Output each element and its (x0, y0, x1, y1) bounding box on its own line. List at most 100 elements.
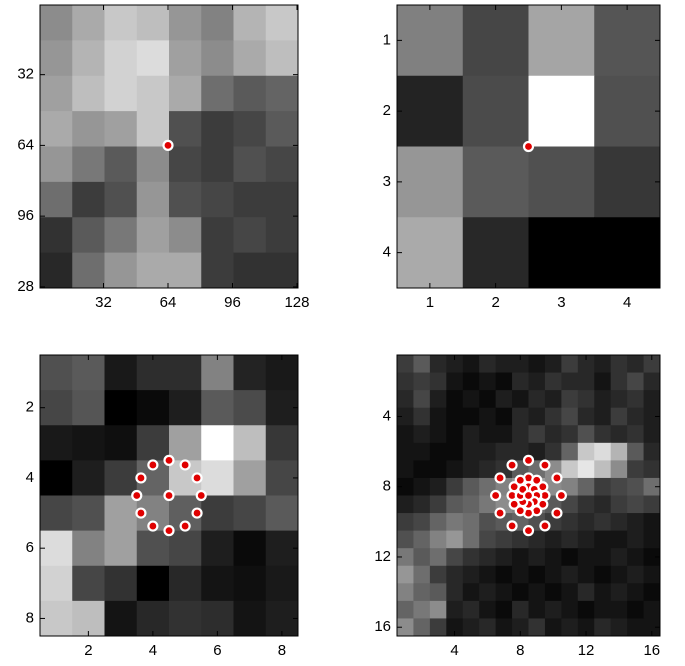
cell (105, 147, 138, 183)
cell (479, 531, 496, 549)
marker (181, 522, 190, 531)
marker (165, 491, 174, 500)
cell (479, 373, 496, 391)
cell (137, 5, 170, 41)
cell (627, 390, 644, 408)
cell (430, 408, 447, 426)
cell (594, 76, 660, 147)
cell (611, 531, 628, 549)
cell (169, 425, 202, 461)
cell (463, 5, 529, 76)
cell (446, 425, 463, 443)
cell (545, 408, 562, 426)
cell (137, 217, 170, 253)
cell (496, 425, 513, 443)
cell (463, 425, 480, 443)
cell (201, 566, 234, 602)
cell (430, 373, 447, 391)
cell (594, 408, 611, 426)
cell (463, 408, 480, 426)
cell (72, 76, 105, 112)
marker (552, 473, 561, 482)
y-tick-label: 8 (383, 478, 391, 495)
cell (578, 496, 595, 514)
marker (524, 491, 533, 500)
cell (266, 496, 299, 532)
cell (627, 443, 644, 461)
cell (627, 478, 644, 496)
cell (446, 513, 463, 531)
cell (234, 355, 267, 391)
cell (72, 5, 105, 41)
cell (397, 566, 414, 584)
cell (397, 496, 414, 514)
cell (397, 373, 414, 391)
cell (266, 425, 299, 461)
cell (627, 618, 644, 636)
cell (446, 496, 463, 514)
cell (644, 460, 661, 478)
cell (40, 355, 73, 391)
y-tick-label: 32 (17, 66, 34, 83)
cell (234, 147, 267, 183)
cell (397, 5, 463, 76)
cell (72, 182, 105, 218)
marker (540, 461, 549, 470)
cell (72, 460, 105, 496)
cell (594, 355, 611, 373)
cell (644, 531, 661, 549)
figure: 3264961283264962812341234246824684812164… (0, 0, 685, 666)
cell (430, 355, 447, 373)
cell (594, 217, 660, 288)
cell (266, 76, 299, 112)
cell (201, 460, 234, 496)
cell (594, 5, 660, 76)
cell (105, 40, 138, 76)
cell (446, 583, 463, 601)
cell (137, 76, 170, 112)
cell (529, 5, 595, 76)
cell (266, 355, 299, 391)
marker (491, 491, 500, 500)
marker (148, 522, 157, 531)
cell (561, 408, 578, 426)
cell (413, 618, 430, 636)
cell (644, 513, 661, 531)
cell (413, 355, 430, 373)
cell (627, 408, 644, 426)
cell (578, 531, 595, 549)
marker (136, 473, 145, 482)
cell (137, 531, 170, 567)
marker (524, 456, 533, 465)
x-tick-label: 1 (426, 294, 434, 311)
cell (266, 111, 299, 147)
cell (529, 408, 546, 426)
y-tick-label: 4 (383, 244, 391, 261)
cell (479, 618, 496, 636)
cell (234, 182, 267, 218)
cell (234, 566, 267, 602)
cell (413, 566, 430, 584)
marker (181, 460, 190, 469)
cell (446, 390, 463, 408)
cell (201, 425, 234, 461)
cell (512, 601, 529, 619)
marker (163, 141, 172, 150)
cell (137, 566, 170, 602)
cell (201, 355, 234, 391)
marker (496, 509, 505, 518)
cell (479, 425, 496, 443)
cell (578, 408, 595, 426)
cell (137, 425, 170, 461)
cell (430, 443, 447, 461)
cell (611, 583, 628, 601)
cell (40, 182, 73, 218)
y-tick-label: 12 (374, 548, 391, 565)
cell (578, 460, 595, 478)
cell (234, 253, 267, 289)
cell (627, 583, 644, 601)
cell (561, 618, 578, 636)
cell (545, 618, 562, 636)
marker (516, 476, 525, 485)
y-tick-label: 3 (383, 173, 391, 190)
